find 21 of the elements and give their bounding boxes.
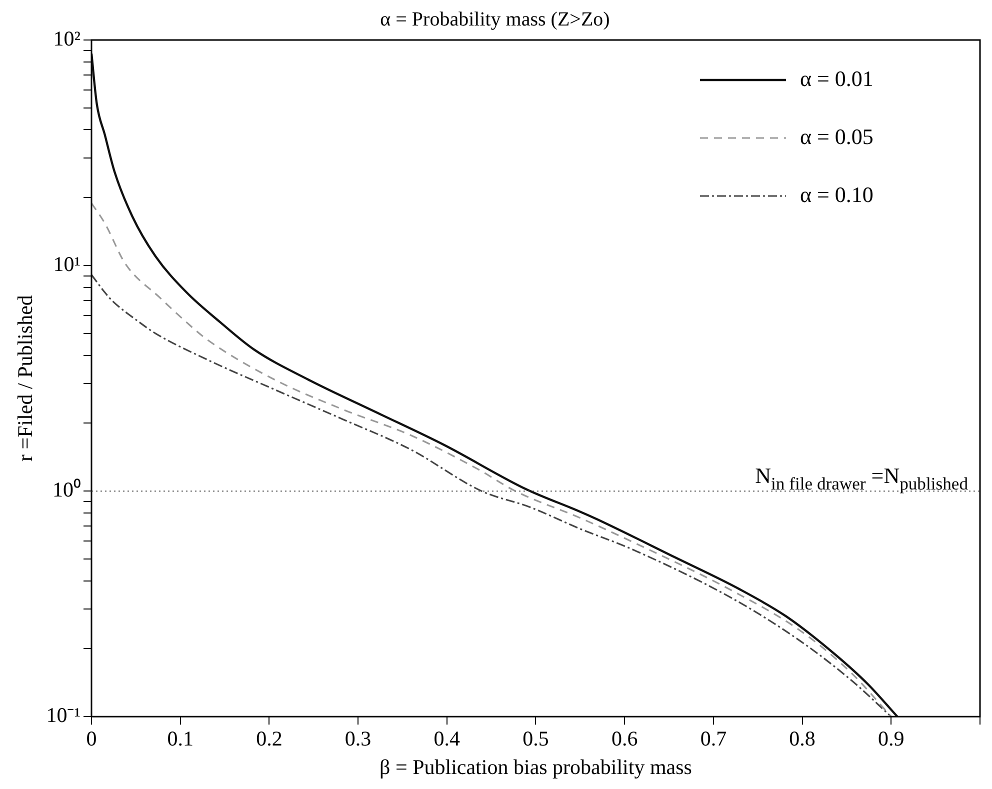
y-tick-label: 10⁻¹ — [46, 703, 80, 728]
legend-label: α = 0.05 — [800, 124, 874, 149]
x-tick-label: 0.3 — [344, 726, 372, 751]
x-tick-label: 0.9 — [878, 726, 904, 751]
legend-label: α = 0.01 — [800, 66, 874, 91]
line-series — [91, 52, 898, 717]
y-tick-label: 10¹ — [53, 252, 80, 276]
chart-title: α = Probability mass (Z>Zo) — [380, 8, 610, 30]
x-tick-label: 0.1 — [167, 726, 194, 751]
x-tick-label: 0.6 — [611, 726, 638, 751]
x-tick-label: 0.4 — [434, 726, 461, 751]
x-tick-label: 0 — [86, 726, 97, 751]
x-tick-label: 0.5 — [522, 726, 549, 751]
y-tick-label: 10⁰ — [52, 478, 80, 502]
y-axis-title: r =Filed / Published — [13, 294, 38, 462]
legend-label: α = 0.10 — [800, 182, 874, 207]
x-tick-label: 0.7 — [700, 726, 727, 751]
x-tick-label: 0.2 — [256, 726, 282, 751]
x-axis-title: β = Publication bias probability mass — [380, 754, 692, 779]
x-tick-label: 0.8 — [789, 726, 816, 751]
y-tick-label: 10² — [53, 26, 80, 51]
